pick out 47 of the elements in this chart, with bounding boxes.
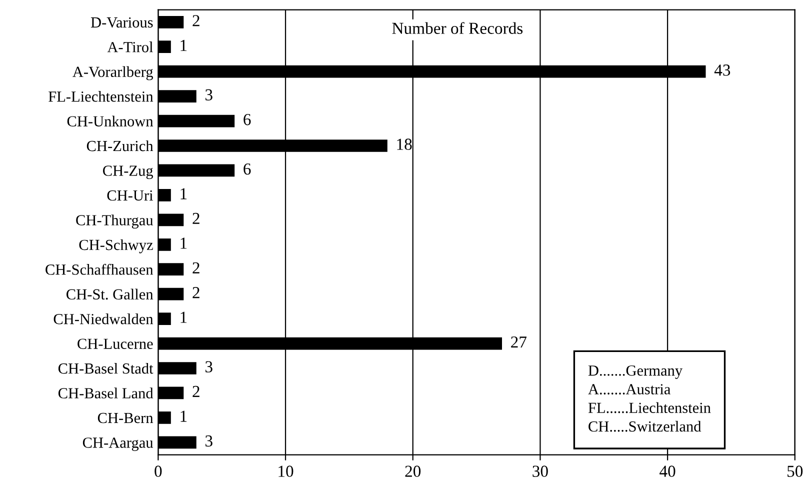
y-tick-label: CH-Thurgau <box>76 214 154 229</box>
y-tick-label: A-Vorarlberg <box>72 66 154 80</box>
data-label: 1 <box>180 40 187 51</box>
x-tick-label: 30 <box>532 466 548 477</box>
y-tick-label: D-Various <box>90 17 153 28</box>
data-label: 3 <box>206 89 212 100</box>
annotation: D.......Germany <box>588 365 683 379</box>
data-label: 3 <box>206 435 212 447</box>
data-label: 6 <box>244 163 251 175</box>
annotation: A.......Austria <box>588 384 670 394</box>
y-tick-label: CH-Schaffhausen <box>46 264 154 275</box>
data-label: 1 <box>180 238 187 249</box>
annotation: CH.....Switzerland <box>588 420 702 432</box>
y-tick-label: CH-Niedwalden <box>54 314 154 324</box>
data-label: 2 <box>192 212 200 224</box>
y-tick-label: CH-Zug <box>103 166 154 180</box>
x-tick-label: 50 <box>788 466 803 477</box>
y-tick-label: CH-Lucerne <box>78 338 153 349</box>
data-label: 6 <box>244 114 251 126</box>
data-label: 2 <box>192 386 200 397</box>
y-tick-label: CH-Unknown <box>67 116 154 126</box>
data-label: 18 <box>397 138 412 150</box>
y-tick-label: FL-Liechtenstein <box>48 91 154 102</box>
x-tick-label: 10 <box>278 466 294 477</box>
data-label: 3 <box>206 361 212 372</box>
x-tick-label: 0 <box>154 466 162 477</box>
y-tick-label: CH-Zurich <box>86 140 154 152</box>
annotation: FL......Liechtenstein <box>588 402 711 414</box>
y-tick-label: CH-Basel Stadt <box>58 362 154 374</box>
data-label: 43 <box>714 64 730 76</box>
x-tick-label: 40 <box>660 466 676 477</box>
data-label: 2 <box>192 15 200 26</box>
y-tick-label: CH-Aargau <box>82 438 154 451</box>
y-tick-label: CH-Basel Land <box>58 388 154 398</box>
y-tick-label: CH-St. Gallen <box>66 288 154 300</box>
text: Number of Records <box>392 22 523 34</box>
y-tick-label: CH-Uri <box>107 190 154 201</box>
data-label: 2 <box>192 287 200 298</box>
data-label: 2 <box>192 262 200 274</box>
y-tick-label: CH-Schwyz <box>79 239 153 254</box>
y-tick-label: A-Tirol <box>107 42 154 52</box>
y-tick-label: CH-Bern <box>98 412 154 424</box>
x-tick-label: 20 <box>405 466 421 477</box>
data-label: 27 <box>511 336 527 348</box>
data-label: 1 <box>180 188 187 200</box>
data-label: 1 <box>180 312 187 323</box>
data-label: 1 <box>180 410 187 422</box>
